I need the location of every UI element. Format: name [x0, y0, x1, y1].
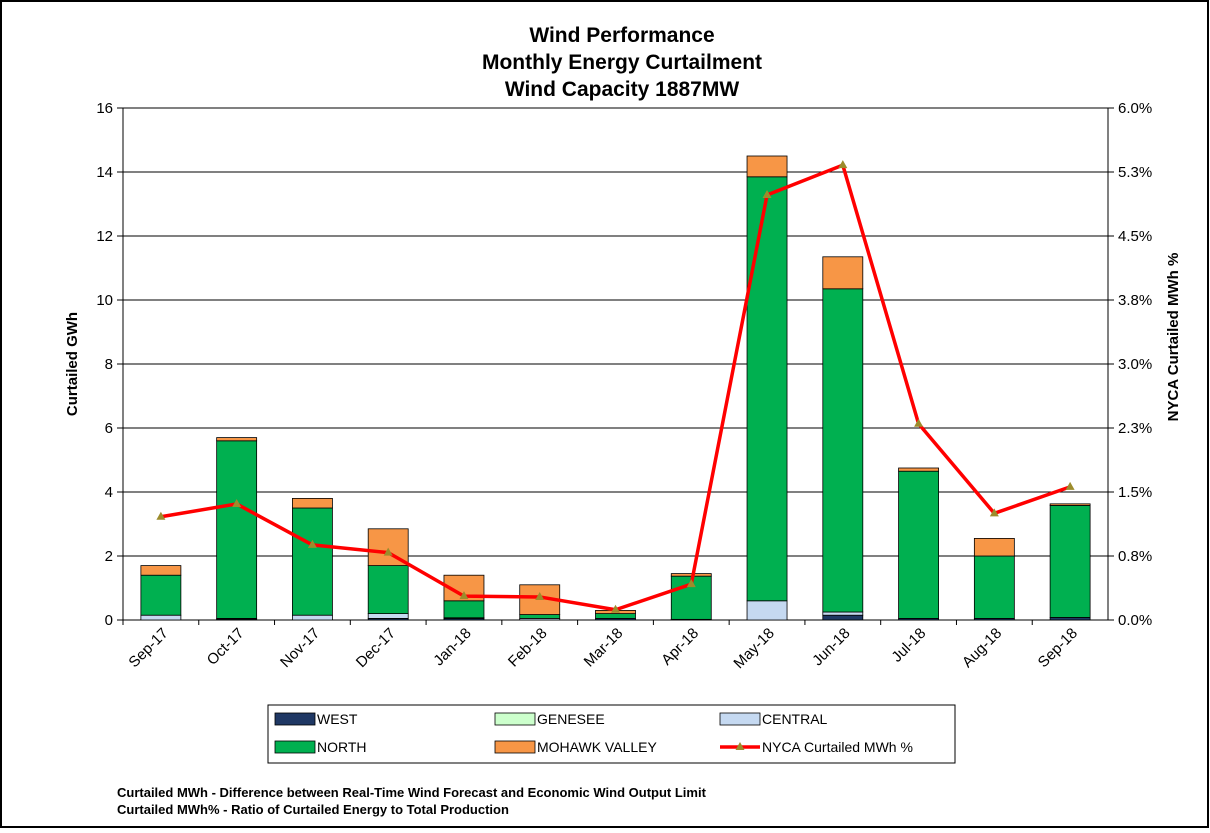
line-marker — [914, 418, 924, 427]
legend-swatch — [494, 712, 536, 726]
bar-segment — [746, 176, 788, 602]
y-tick-label: 10 — [96, 292, 113, 309]
bar-segment — [898, 470, 939, 619]
y-tick-label: 8 — [105, 356, 113, 373]
chart-title: Wind Capacity 1887MW — [505, 78, 740, 101]
bar-segment — [898, 467, 939, 472]
line-marker — [1065, 481, 1075, 490]
legend-box — [267, 704, 956, 764]
y-tick-label: 6 — [105, 420, 113, 437]
legend-label: MOHAWK VALLEY — [537, 739, 657, 755]
bar-segment — [973, 555, 1015, 619]
bar-segment — [292, 507, 333, 616]
y2-tick-label: 4.5% — [1118, 228, 1152, 245]
bar-segment — [367, 565, 409, 614]
line-marker — [838, 160, 848, 169]
y2-tick-label: 6.0% — [1118, 100, 1152, 117]
bar-segment — [140, 614, 182, 621]
line-marker — [686, 579, 696, 588]
y2-axis-label: NYCA Curtailed MWh % — [1165, 253, 1182, 422]
legend-label: GENESEE — [537, 711, 605, 727]
bar-segment — [822, 256, 864, 290]
chart-title: Wind Performance — [529, 24, 714, 47]
bar-segment — [443, 600, 485, 619]
bar-segment — [216, 440, 258, 619]
bar-segment — [746, 155, 788, 178]
bar-segment — [822, 611, 864, 616]
y2-tick-label: 0.8% — [1118, 548, 1152, 565]
line-marker — [459, 591, 469, 600]
bar-segment — [1049, 505, 1091, 618]
y-tick-label: 16 — [96, 100, 113, 117]
bar-segment — [973, 538, 1015, 557]
legend-label: NYCA Curtailed MWh % — [762, 739, 913, 755]
bar-segment — [519, 614, 561, 619]
footnote: Curtailed MWh - Difference between Real-… — [117, 785, 707, 800]
line-marker — [383, 547, 393, 556]
bar-segment — [216, 437, 258, 442]
y2-tick-label: 5.3% — [1118, 164, 1152, 181]
legend-swatch — [274, 740, 316, 754]
bar-segment — [140, 574, 182, 616]
bar-segment — [292, 614, 333, 621]
line-marker — [989, 508, 999, 517]
y-tick-label: 12 — [96, 228, 113, 245]
legend-label: CENTRAL — [762, 711, 828, 727]
line-marker — [156, 511, 166, 520]
y2-tick-label: 3.8% — [1118, 292, 1152, 309]
legend-marker — [735, 742, 745, 750]
y-tick-label: 0 — [105, 612, 113, 629]
legend-label: NORTH — [317, 739, 367, 755]
y-tick-label: 4 — [105, 484, 113, 501]
bar-segment — [822, 614, 864, 621]
y-tick-label: 2 — [105, 548, 113, 565]
bar-segment — [746, 600, 788, 621]
y-tick-label: 14 — [96, 164, 113, 181]
bar-segment — [292, 497, 333, 509]
y2-tick-label: 0.0% — [1118, 612, 1152, 629]
legend-label: WEST — [317, 711, 358, 727]
y2-tick-label: 3.0% — [1118, 356, 1152, 373]
line-marker — [232, 498, 242, 507]
legend-swatch — [719, 712, 761, 726]
legend-swatch — [494, 740, 536, 754]
line-marker — [762, 190, 772, 199]
bar-segment — [1049, 503, 1091, 506]
y2-tick-label: 2.3% — [1118, 420, 1152, 437]
bar-segment — [140, 565, 182, 576]
bar-segment — [367, 613, 409, 619]
bar-segment — [595, 613, 636, 619]
line-marker — [611, 604, 620, 613]
line-marker — [307, 539, 317, 548]
legend-swatch — [274, 712, 316, 726]
y2-tick-label: 1.5% — [1118, 484, 1152, 501]
footnote: Curtailed MWh% - Ratio of Curtailed Ener… — [117, 802, 509, 817]
line-marker — [535, 591, 545, 600]
bar-segment — [822, 288, 864, 613]
y-axis-label: Curtailed GWh — [64, 312, 81, 416]
chart-title: Monthly Energy Curtailment — [482, 51, 762, 74]
